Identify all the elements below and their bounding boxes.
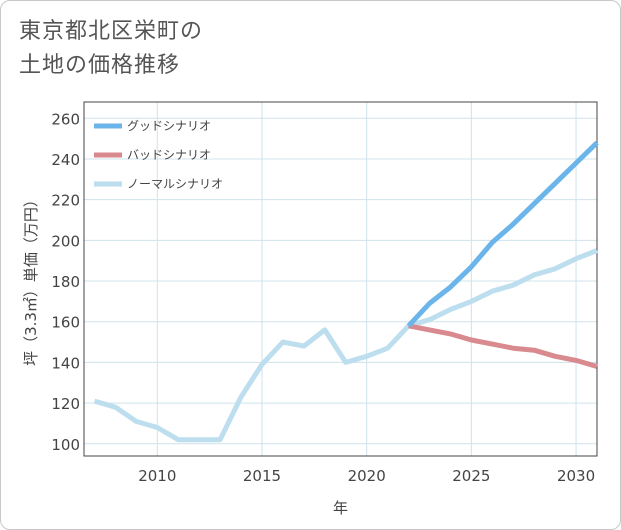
y-tick-label: 120	[51, 395, 80, 413]
legend-label: バッドシナリオ	[127, 148, 211, 162]
series-line-0	[406, 140, 599, 328]
y-tick-label: 220	[51, 192, 80, 210]
series-line-1	[408, 323, 598, 369]
chart-title-line1: 東京都北区栄町の	[19, 19, 204, 44]
x-tick-label: 2025	[452, 467, 490, 485]
y-axis-title: 坪（3.3㎡）単価（万円）	[22, 192, 40, 366]
x-tick-label: 2010	[138, 467, 176, 485]
x-tick-label: 2015	[243, 467, 281, 485]
y-tick-label: 240	[51, 151, 80, 169]
tick-labels: 2010 2015 2020 2025 2030 100 120 140 160 180 200 22…	[51, 110, 595, 485]
y-tick-label: 100	[51, 436, 80, 454]
chart-title: 東京都北区栄町の 土地の価格推移	[19, 15, 203, 83]
y-tick-label: 180	[51, 273, 80, 291]
x-tick-label: 2020	[348, 467, 386, 485]
series-line-2	[93, 248, 598, 443]
series-layer	[93, 140, 599, 443]
y-tick-label: 200	[51, 232, 80, 250]
grid	[84, 102, 597, 456]
x-tick-label: 2030	[557, 467, 595, 485]
y-tick-label: 260	[51, 110, 80, 128]
legend-label: ノーマルシナリオ	[127, 177, 223, 191]
plot-border	[83, 101, 598, 457]
y-tick-label: 140	[51, 354, 80, 372]
x-axis-title: 年	[333, 499, 348, 517]
legend-label: グッドシナリオ	[127, 119, 211, 133]
y-tick-label: 160	[51, 314, 80, 332]
chart-title-line2: 土地の価格推移	[19, 53, 181, 78]
